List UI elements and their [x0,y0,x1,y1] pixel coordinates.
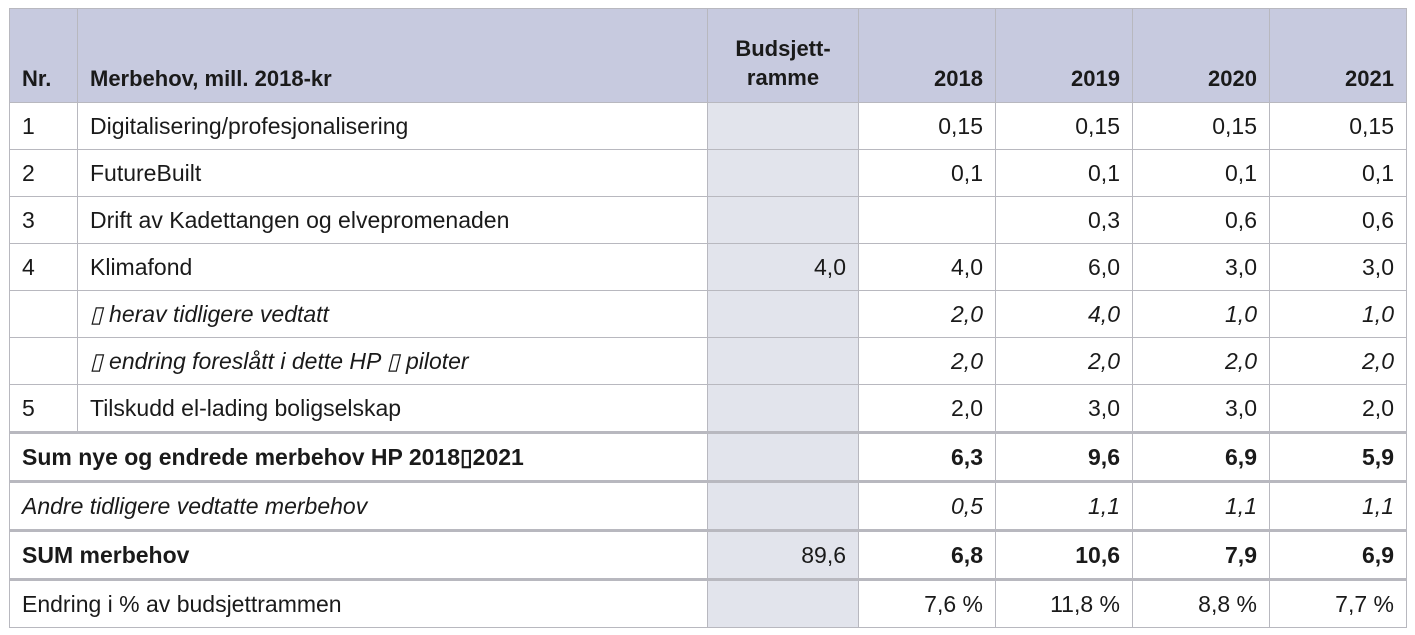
row-value-2019: 10,6 [995,529,1133,580]
row-value-2019: 0,15 [995,102,1133,150]
header-budsjettramme: Budsjett-ramme [707,8,859,103]
row-value-2019: 9,6 [995,431,1133,482]
row-nr: 2 [9,149,78,197]
row-value-2020: 1,1 [1132,480,1270,531]
row-label: SUM merbehov [9,529,708,580]
row-ramme [707,384,859,433]
row-ramme [707,431,859,482]
row-value-2021: 0,1 [1269,149,1407,197]
table-row: ▯ herav tidligere vedtatt 2,0 4,0 1,0 1,… [9,290,1407,338]
row-ramme [707,578,859,628]
table-row: 2 FutureBuilt 0,1 0,1 0,1 0,1 [9,149,1407,197]
row-value-2021: 2,0 [1269,337,1407,385]
row-value-2018: 0,5 [858,480,996,531]
row-ramme [707,480,859,531]
row-value-2018: 0,1 [858,149,996,197]
row-value-2018 [858,196,996,244]
row-value-2019: 0,3 [995,196,1133,244]
merbehov-table: Nr. Merbehov, mill. 2018-kr Budsjett-ram… [9,8,1407,628]
table-row: 3 Drift av Kadettangen og elvepromenaden… [9,196,1407,244]
row-value-2021: 0,15 [1269,102,1407,150]
row-label: Sum nye og endrede merbehov HP 2018▯2021 [9,431,708,482]
row-label: ▯ herav tidligere vedtatt [77,290,708,338]
row-value-2019: 6,0 [995,243,1133,291]
row-value-2018: 2,0 [858,290,996,338]
header-nr: Nr. [9,8,78,103]
row-value-2019: 1,1 [995,480,1133,531]
table-row: 5 Tilskudd el-lading boligselskap 2,0 3,… [9,384,1407,433]
row-value-2021: 7,7 % [1269,578,1407,628]
row-value-2018: 2,0 [858,384,996,433]
row-label: Drift av Kadettangen og elvepromenaden [77,196,708,244]
row-value-2020: 7,9 [1132,529,1270,580]
row-value-2021: 1,1 [1269,480,1407,531]
row-andre-vedtatte: Andre tidligere vedtatte merbehov 0,5 1,… [9,480,1407,531]
row-value-2020: 6,9 [1132,431,1270,482]
row-nr: 1 [9,102,78,150]
table-row: ▯ endring foreslått i dette HP ▯ piloter… [9,337,1407,385]
row-value-2020: 0,15 [1132,102,1270,150]
row-value-2020: 1,0 [1132,290,1270,338]
row-value-2018: 0,15 [858,102,996,150]
row-value-2021: 5,9 [1269,431,1407,482]
row-ramme [707,196,859,244]
row-nr: 3 [9,196,78,244]
row-ramme [707,149,859,197]
row-label: FutureBuilt [77,149,708,197]
row-value-2018: 2,0 [858,337,996,385]
row-ramme: 4,0 [707,243,859,291]
row-value-2021: 6,9 [1269,529,1407,580]
row-value-2020: 3,0 [1132,384,1270,433]
sum-row-nye-endrede: Sum nye og endrede merbehov HP 2018▯2021… [9,431,1407,482]
row-value-2020: 2,0 [1132,337,1270,385]
row-label: Tilskudd el-lading boligselskap [77,384,708,433]
header-row: Nr. Merbehov, mill. 2018-kr Budsjett-ram… [9,8,1407,103]
row-value-2018: 7,6 % [858,578,996,628]
row-nr: 4 [9,243,78,291]
row-value-2018: 6,8 [858,529,996,580]
row-label: Digitalisering/profesjonalisering [77,102,708,150]
row-value-2021: 2,0 [1269,384,1407,433]
row-value-2018: 4,0 [858,243,996,291]
row-label: Endring i % av budsjettrammen [9,578,708,628]
row-value-2021: 0,6 [1269,196,1407,244]
row-ramme [707,102,859,150]
row-ramme [707,290,859,338]
row-value-2019: 11,8 % [995,578,1133,628]
row-value-2021: 3,0 [1269,243,1407,291]
row-value-2020: 8,8 % [1132,578,1270,628]
header-year-2021: 2021 [1269,8,1407,103]
row-label: Klimafond [77,243,708,291]
row-value-2020: 0,1 [1132,149,1270,197]
row-value-2019: 4,0 [995,290,1133,338]
row-nr [9,290,78,338]
row-label: ▯ endring foreslått i dette HP ▯ piloter [77,337,708,385]
row-nr [9,337,78,385]
header-ramme-line1: Budsjett- [735,36,831,61]
row-value-2021: 1,0 [1269,290,1407,338]
row-value-2019: 0,1 [995,149,1133,197]
row-value-2019: 3,0 [995,384,1133,433]
row-value-2020: 3,0 [1132,243,1270,291]
row-ramme [707,337,859,385]
table-row: 4 Klimafond 4,0 4,0 6,0 3,0 3,0 [9,243,1407,291]
header-year-2019: 2019 [995,8,1133,103]
header-ramme-line2: ramme [746,65,820,90]
row-value-2020: 0,6 [1132,196,1270,244]
row-endring-prosent: Endring i % av budsjettrammen 7,6 % 11,8… [9,578,1407,628]
row-value-2019: 2,0 [995,337,1133,385]
row-nr: 5 [9,384,78,433]
table-row: 1 Digitalisering/profesjonalisering 0,15… [9,102,1407,150]
row-value-2018: 6,3 [858,431,996,482]
sum-row-merbehov: SUM merbehov 89,6 6,8 10,6 7,9 6,9 [9,529,1407,580]
header-merbehov: Merbehov, mill. 2018-kr [77,8,708,103]
row-ramme: 89,6 [707,529,859,580]
header-year-2020: 2020 [1132,8,1270,103]
header-year-2018: 2018 [858,8,996,103]
row-label: Andre tidligere vedtatte merbehov [9,480,708,531]
